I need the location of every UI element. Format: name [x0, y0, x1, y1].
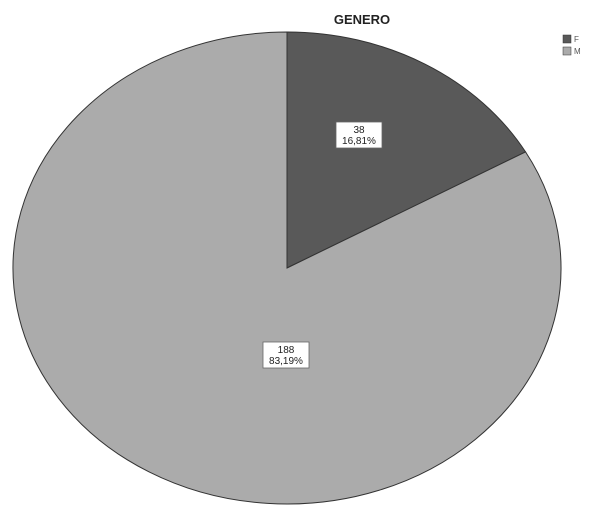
slice-count: 188	[278, 345, 295, 356]
legend: F M	[562, 34, 581, 56]
pie-slice-f	[286, 31, 527, 269]
chart-title: GENERO	[334, 12, 390, 27]
legend-label-f: F	[574, 35, 579, 44]
legend-swatch-m	[562, 46, 572, 56]
slice-label-box	[262, 341, 310, 369]
slice-label-box	[335, 121, 383, 149]
pie-slices	[12, 31, 562, 505]
legend-swatch-f	[562, 34, 572, 44]
legend-label-m: M	[574, 47, 581, 56]
pie-slice-m	[12, 31, 562, 505]
slice-percent: 83,19%	[269, 356, 303, 367]
slice-percent: 16,81%	[342, 136, 376, 147]
slice-count: 38	[353, 125, 365, 136]
